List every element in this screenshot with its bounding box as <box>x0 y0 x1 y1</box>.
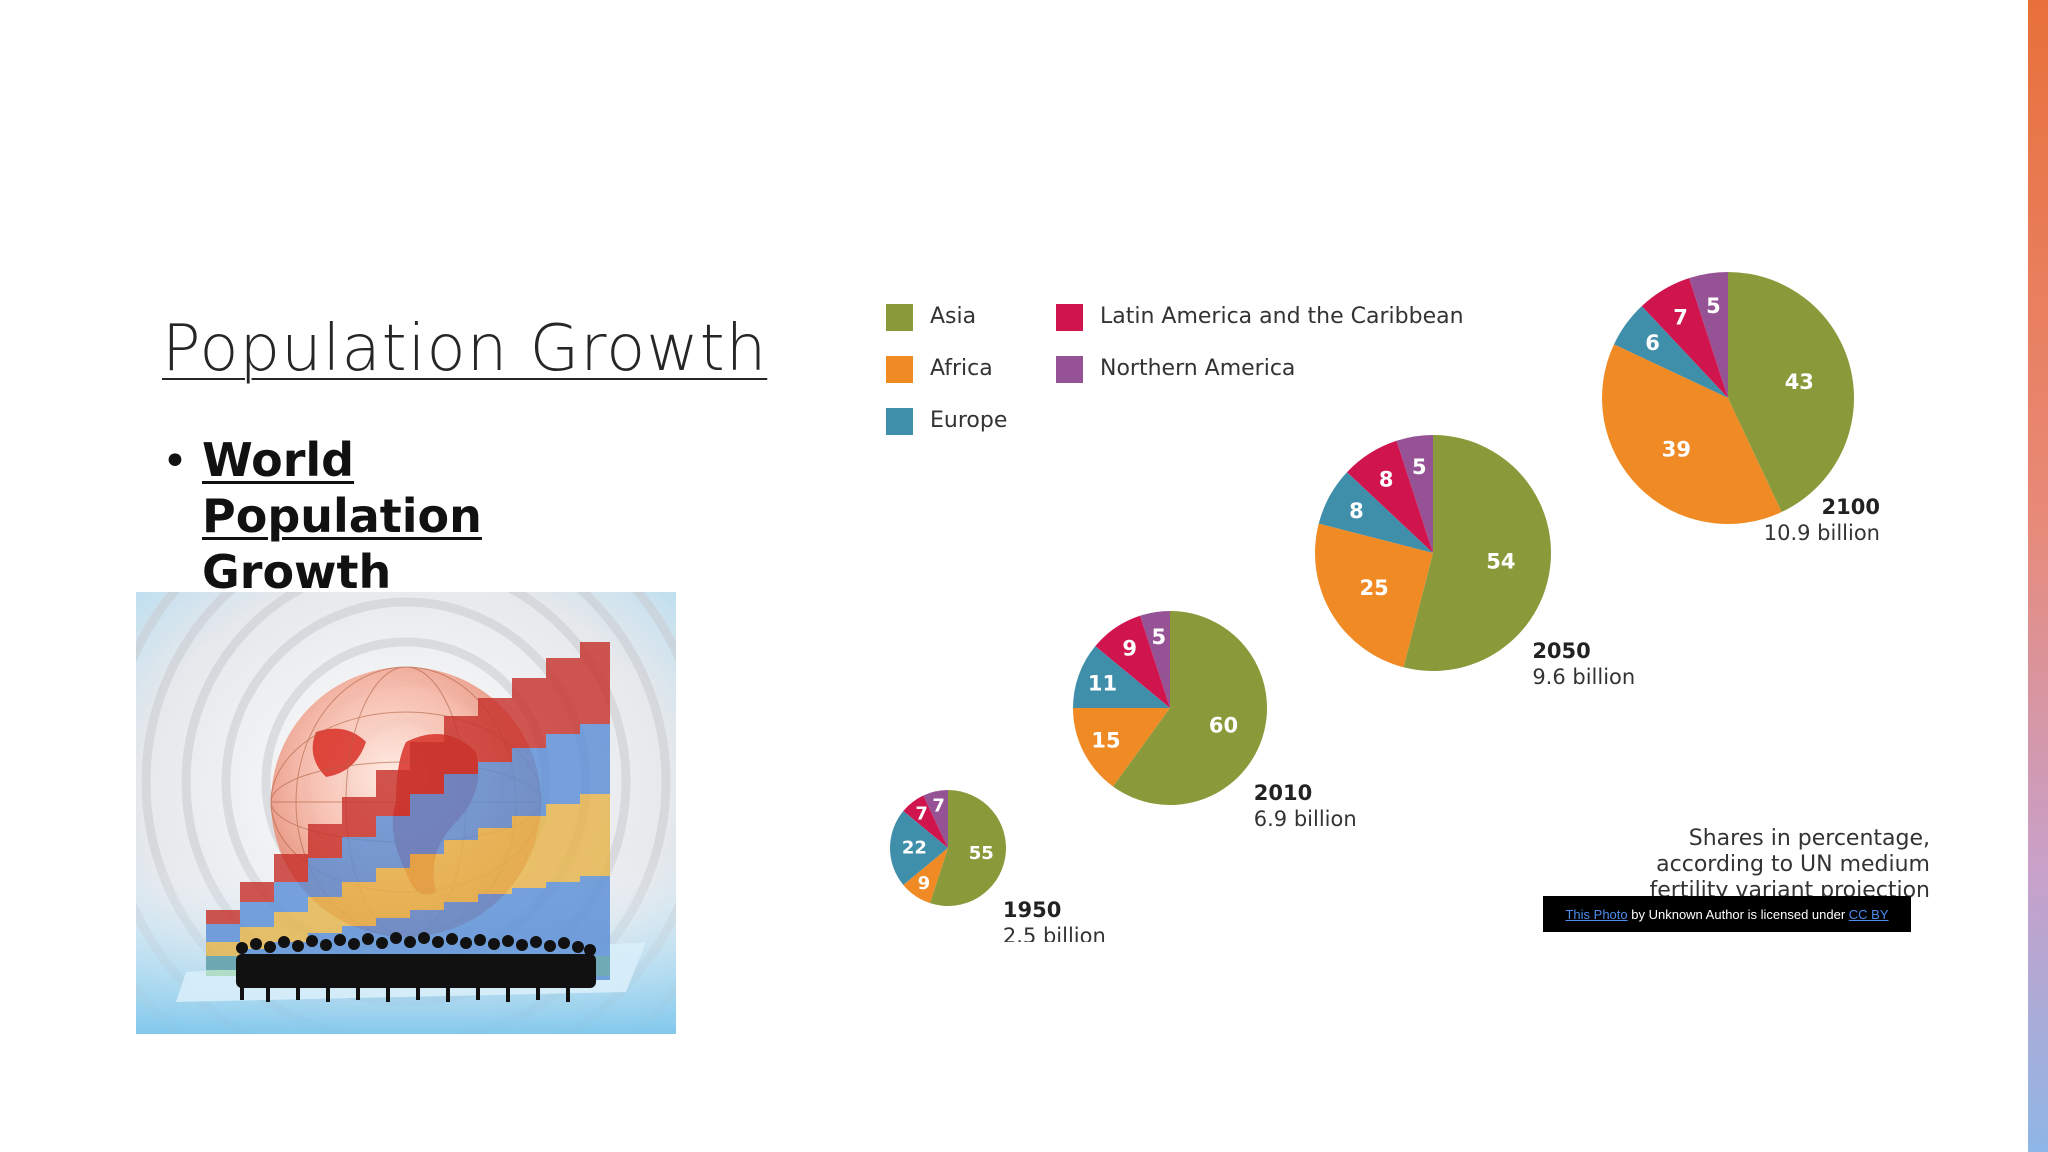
legend-label: Latin America and the Caribbean <box>1100 304 1464 329</box>
pie-slice-label: 8 <box>1379 467 1394 491</box>
pie-slice-label: 22 <box>902 838 927 859</box>
pie-slice-asia <box>930 790 1006 906</box>
pie-slice-label: 9 <box>918 873 931 894</box>
pie-slice-europe <box>1073 646 1170 708</box>
pie-year-label: 2010 <box>1254 781 1312 805</box>
legend-swatch <box>886 356 913 383</box>
pie-slice-africa <box>1073 708 1170 787</box>
pie-slice-label: 5 <box>1151 625 1166 649</box>
accent-bar <box>2028 0 2048 1152</box>
pie-slice-label: 6 <box>1645 331 1660 355</box>
world-population-growth-link[interactable]: World Population Growth <box>202 433 482 599</box>
legend-swatch <box>1056 356 1083 383</box>
pie-slice-africa <box>1315 523 1433 668</box>
pie-slice-northern-america <box>923 790 948 848</box>
pie-slice-label: 54 <box>1486 550 1515 574</box>
bullet-dot: • <box>162 436 188 487</box>
pie-slice-latin-america-and-the-caribbean <box>903 795 948 848</box>
pie-slice-asia <box>1728 272 1854 513</box>
slide-title: Population Growth <box>162 312 768 386</box>
pie-total-label: 2.5 billion <box>1003 924 1106 942</box>
pie-slice-northern-america <box>1396 435 1433 553</box>
license-link[interactable]: CC BY <box>1848 906 1889 922</box>
pie-slice-label: 11 <box>1088 672 1117 696</box>
pie-slice-africa <box>1602 344 1782 524</box>
population-pie-chart: Asia Africa Europe Latin America and the Ca… <box>870 262 1930 942</box>
pie-slice-label: 7 <box>915 804 928 825</box>
pie-slice-europe <box>890 811 948 885</box>
pie-slice-europe <box>1318 472 1433 553</box>
pie-year-label: 1950 <box>1003 898 1061 922</box>
pie-total-label: 10.9 billion <box>1764 521 1880 545</box>
pie-slice-label: 9 <box>1122 637 1137 661</box>
pie-slice-latin-america-and-the-caribbean <box>1641 278 1728 398</box>
chart-note-line: according to UN medium <box>1656 852 1930 877</box>
pie-slice-africa <box>903 848 948 904</box>
legend-label: Africa <box>930 356 993 381</box>
pie-slice-asia <box>1112 611 1267 805</box>
pie-slice-asia <box>1403 435 1551 671</box>
credit-text: by Unknown Author is licensed under <box>1627 906 1849 922</box>
pie-slice-label: 8 <box>1349 499 1364 523</box>
pie-slice-northern-america <box>1140 611 1170 708</box>
pie-slice-label: 7 <box>932 796 945 817</box>
pie-slice-label: 60 <box>1209 713 1238 737</box>
legend-label: Asia <box>930 304 977 329</box>
pie-slice-label: 43 <box>1785 370 1814 394</box>
pie-total-label: 9.6 billion <box>1532 665 1635 689</box>
pie-slice-latin-america-and-the-caribbean <box>1095 615 1170 708</box>
pie-year-label: 2050 <box>1532 639 1590 663</box>
chart-note: Shares in percentage, according to UN me… <box>1530 826 1931 904</box>
chart-note-line: Shares in percentage, <box>1688 826 1930 851</box>
pie-slice-label: 15 <box>1091 729 1120 753</box>
pie-slice-label: 5 <box>1706 294 1721 318</box>
pie-total-label: 6.9 billion <box>1254 807 1357 831</box>
legend-swatch <box>886 408 913 435</box>
pie-slice-latin-america-and-the-caribbean <box>1346 440 1433 553</box>
pie-slice-label: 39 <box>1662 438 1691 462</box>
pie-slice-label: 7 <box>1673 306 1688 330</box>
population-growth-illustration <box>136 592 676 1034</box>
pie-slice-label: 25 <box>1359 576 1388 600</box>
photo-credit: This Photo by Unknown Author is licensed… <box>1543 896 1911 932</box>
legend-swatch <box>1056 304 1083 331</box>
pie-slice-northern-america <box>1689 272 1728 398</box>
pie-year-label: 2100 <box>1822 495 1880 519</box>
pie-slice-europe <box>1613 306 1728 398</box>
legend-swatch <box>886 304 913 331</box>
legend-label: Europe <box>930 408 1008 433</box>
pie-slice-label: 55 <box>969 843 994 864</box>
pie-slice-label: 5 <box>1412 455 1427 479</box>
legend-label: Northern America <box>1100 356 1296 381</box>
photo-source-link[interactable]: This Photo <box>1565 906 1628 922</box>
